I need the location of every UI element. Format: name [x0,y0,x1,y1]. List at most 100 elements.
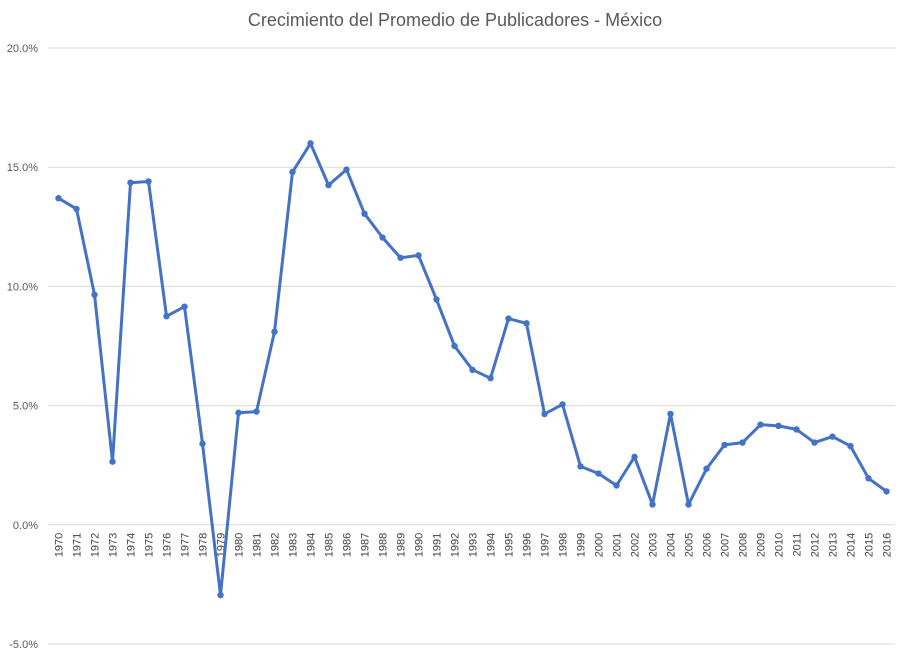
data-point [55,194,62,202]
data-point [883,488,890,495]
x-tick-label: 1998 [558,533,570,557]
data-point [505,315,512,322]
data-point [433,296,440,303]
x-tick-label: 2007 [720,533,732,557]
data-point [541,410,548,418]
data-point [235,409,242,416]
data-point [775,422,782,430]
data-point [253,408,260,415]
x-axis-ticks: 1970 1971 1972 1973 1974 1975 1976 1977 1978 1979… [54,533,894,557]
x-tick-label: 1971 [72,533,84,557]
data-point [271,328,278,335]
data-point [577,463,584,470]
chart-title: Crecimiento del Promedio de Publicadores… [247,10,663,30]
x-tick-label: 1986 [342,533,354,557]
x-tick-label: 2014 [846,533,858,557]
x-tick-label: 2008 [738,533,750,557]
x-tick-label: 1974 [126,533,138,557]
data-point [91,291,98,298]
x-tick-label: 2001 [612,533,624,557]
data-point [739,439,746,446]
x-tick-label: 1993 [468,533,480,557]
data-point [379,234,386,241]
data-point [181,303,188,310]
x-tick-label: 2009 [756,533,768,557]
y-tick-label: 15.0% [7,162,38,174]
x-tick-label: 2006 [702,533,714,557]
y-tick-label: 5.0% [13,401,38,413]
x-tick-label: 1983 [288,533,300,557]
data-point [793,426,800,433]
x-tick-label: 2013 [828,533,840,557]
data-point [559,401,566,408]
data-point [343,166,350,173]
x-tick-label: 1999 [576,533,588,557]
data-point [415,252,422,259]
data-point [307,140,314,147]
x-tick-label: 1973 [108,533,120,557]
y-tick-label: 0.0% [13,520,38,532]
data-point [163,313,170,320]
x-tick-label: 1996 [522,533,534,557]
y-tick-label: -5.0% [9,639,38,651]
data-point [631,453,638,461]
data-point [721,441,728,449]
x-tick-label: 2004 [666,533,678,557]
x-tick-label: 1985 [324,533,336,557]
data-point [325,181,332,189]
x-tick-label: 2012 [810,533,822,557]
data-point [865,475,872,482]
x-tick-label: 1995 [504,533,516,557]
x-tick-label: 2011 [792,533,804,557]
x-tick-label: 1988 [378,533,390,557]
x-tick-label: 1991 [432,533,444,557]
data-point [217,591,224,599]
x-tick-label: 1992 [450,533,462,557]
data-point [703,465,710,472]
data-point [199,440,206,447]
x-tick-label: 1982 [270,533,282,557]
data-point [361,210,368,217]
series-points [55,140,890,599]
x-tick-label: 2010 [774,533,786,557]
y-axis-ticks: -5.0% 0.0% 5.0% 10.0% 15.0% 20.0% [7,43,38,651]
x-tick-label: 1978 [198,533,210,557]
x-tick-label: 2016 [882,533,894,557]
x-tick-label: 1975 [144,533,156,557]
data-point [397,254,404,261]
data-point [523,320,530,327]
data-point [289,168,296,176]
x-tick-label: 1980 [234,533,246,557]
data-point [487,374,494,382]
data-point [145,178,152,185]
data-point [469,366,476,374]
x-tick-label: 1972 [90,533,102,557]
y-tick-label: 20.0% [7,43,38,55]
x-tick-label: 1970 [54,533,66,557]
x-tick-label: 2015 [864,533,876,557]
data-point [109,458,116,465]
data-point [667,410,674,418]
x-tick-label: 1984 [306,533,318,557]
x-tick-label: 1987 [360,533,372,557]
x-tick-label: 1997 [540,533,552,557]
data-point [127,179,134,186]
data-point [811,439,818,446]
data-point [649,501,656,508]
x-tick-label: 1989 [396,533,408,557]
x-tick-label: 1994 [486,533,498,557]
x-tick-label: 1981 [252,533,264,557]
data-point [829,433,836,440]
gridlines [48,47,895,645]
data-point [847,442,854,450]
x-tick-label: 1990 [414,533,426,557]
data-point [73,205,80,213]
x-tick-label: 2000 [594,533,606,557]
x-tick-label: 2002 [630,533,642,557]
data-point [451,342,458,350]
data-point [757,421,764,428]
x-tick-label: 2003 [648,533,660,557]
data-point [685,501,692,508]
